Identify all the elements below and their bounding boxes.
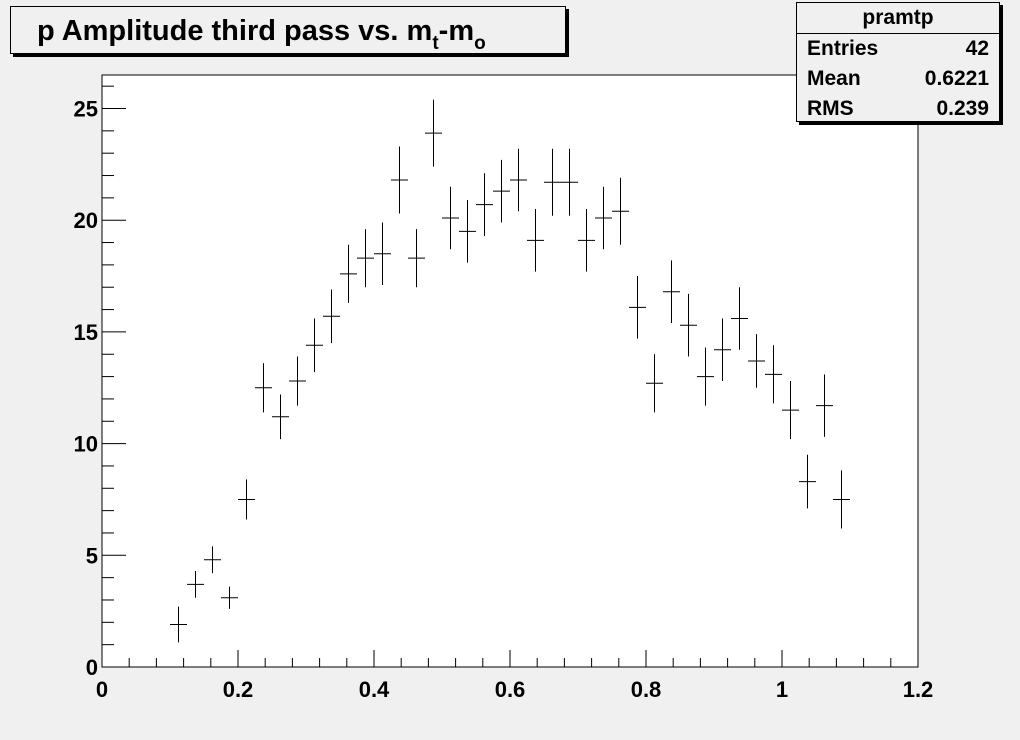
stats-row-rms: RMS 0.239: [797, 94, 999, 124]
stats-title: pramtp: [797, 3, 999, 34]
data-point: [408, 229, 425, 288]
data-point: [204, 546, 221, 574]
data-point: [187, 570, 204, 598]
y-tick-label: 15: [74, 320, 98, 345]
data-point: [442, 186, 459, 250]
data-point: [680, 293, 697, 357]
data-point: [561, 148, 578, 216]
stats-value: 42: [965, 37, 989, 60]
stats-value: 0.239: [936, 97, 989, 120]
stats-label: Mean: [807, 67, 861, 90]
stats-box: pramtp Entries 42 Mean 0.6221 RMS 0.239: [796, 2, 1000, 122]
data-point: [595, 186, 612, 250]
x-tick-label: 0.2: [223, 677, 254, 702]
data-point: [714, 318, 731, 382]
data-point: [544, 148, 561, 216]
data-point: [731, 287, 748, 350]
y-tick-label: 20: [74, 208, 98, 233]
y-tick-label: 5: [86, 543, 98, 568]
data-point: [476, 173, 493, 236]
plot-frame: [101, 74, 919, 668]
data-point: [697, 347, 714, 406]
data-point: [799, 454, 816, 509]
data-point: [748, 334, 765, 388]
data-point: [612, 177, 629, 245]
x-tick-label: 0.4: [359, 677, 390, 702]
x-tick-label: 0.8: [631, 677, 662, 702]
stats-label: Entries: [807, 37, 879, 60]
y-axis: 0 5 10 15 20 25: [74, 85, 126, 680]
data-point: [238, 479, 255, 520]
data-point: [391, 146, 408, 214]
data-point: [833, 470, 850, 529]
data-point: [221, 586, 238, 609]
data-point: [578, 209, 595, 272]
data-point: [510, 148, 527, 212]
y-tick-label: 10: [74, 432, 98, 457]
data-point: [357, 229, 374, 288]
data-point: [459, 200, 476, 263]
data-point: [816, 374, 833, 437]
y-tick-label: 25: [74, 97, 98, 122]
data-point: [306, 318, 323, 373]
x-tick-label: 0: [96, 677, 108, 702]
data-point: [374, 222, 391, 285]
data-point: [272, 394, 289, 440]
data-point: [170, 606, 187, 643]
x-tick-label: 1.2: [903, 677, 934, 702]
data-point: [663, 260, 680, 323]
chart-title: p Amplitude third pass vs. mt-mo: [37, 15, 486, 54]
data-point: [289, 356, 306, 406]
y-tick-label: 0: [86, 655, 98, 680]
data-point: [425, 99, 442, 167]
data-points: [170, 99, 850, 643]
stats-value: 0.6221: [924, 67, 989, 90]
x-axis: 0 0.2 0.4 0.6 0.8 1 1.2: [96, 650, 933, 702]
data-point: [629, 276, 646, 339]
stats-row-mean: Mean 0.6221: [797, 64, 999, 94]
x-tick-label: 1: [776, 677, 788, 702]
stats-label: RMS: [807, 97, 854, 120]
x-tick-label: 0.6: [495, 677, 526, 702]
data-point: [255, 363, 272, 413]
stats-row-entries: Entries 42: [797, 34, 999, 64]
data-point: [782, 381, 799, 440]
data-point: [340, 244, 357, 303]
data-point: [493, 159, 510, 223]
data-point: [323, 289, 340, 344]
data-point: [527, 209, 544, 272]
data-point: [765, 345, 782, 404]
title-box: p Amplitude third pass vs. mt-mo: [10, 6, 566, 54]
data-point: [646, 354, 663, 413]
